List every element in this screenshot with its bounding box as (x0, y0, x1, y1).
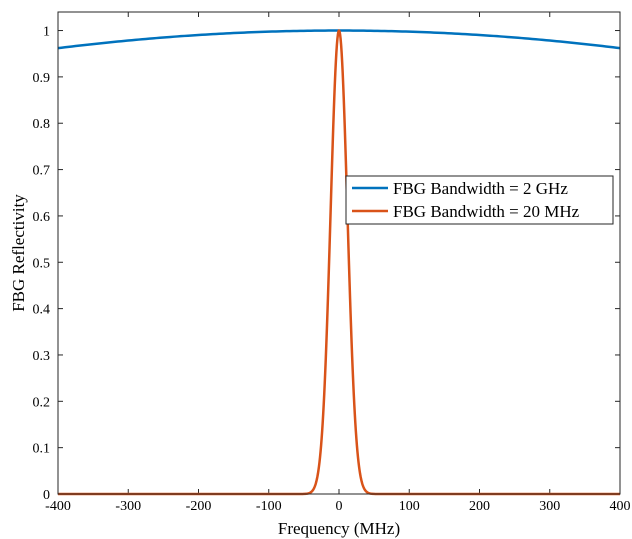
y-tick-label: 0.9 (33, 71, 51, 86)
legend-label-series-2: FBG Bandwidth = 20 MHz (393, 202, 580, 221)
plot-area (58, 12, 620, 494)
x-axis-label: Frequency (MHz) (278, 519, 400, 538)
x-tick-label: -400 (45, 499, 71, 514)
y-axis-ticks: 0 0.1 0.2 0.3 0.4 0.5 0.6 0.7 0.8 0.9 1 (33, 25, 620, 503)
y-tick-label: 0.7 (33, 164, 51, 179)
x-tick-label: 300 (539, 499, 560, 514)
y-tick-label: 0.1 (33, 442, 51, 457)
legend: FBG Bandwidth = 2 GHz FBG Bandwidth = 20… (345, 175, 614, 225)
y-tick-label: 0.4 (33, 303, 51, 318)
y-tick-label: 0.5 (33, 256, 51, 271)
plot-frame (57, 11, 621, 495)
y-tick-label: 0.6 (33, 210, 51, 225)
y-tick-label: 0 (43, 488, 50, 503)
x-tick-label: -100 (256, 499, 282, 514)
x-tick-label: 100 (399, 499, 420, 514)
x-axis-ticks: -400 -300 -200 -100 0 100 200 300 400 (45, 12, 631, 514)
x-tick-label: -200 (186, 499, 212, 514)
x-tick-label: 0 (336, 499, 343, 514)
y-axis-label: FBG Reflectivity (9, 194, 28, 312)
x-tick-label: 200 (469, 499, 490, 514)
y-tick-label: 0.8 (33, 117, 51, 132)
legend-box (345, 175, 614, 225)
y-tick-label: 0.2 (33, 395, 51, 410)
y-tick-label: 1 (43, 25, 50, 40)
x-tick-label: -300 (115, 499, 141, 514)
legend-label-series-1: FBG Bandwidth = 2 GHz (393, 179, 568, 198)
y-tick-label: 0.3 (33, 349, 51, 364)
x-tick-label: 400 (610, 499, 631, 514)
